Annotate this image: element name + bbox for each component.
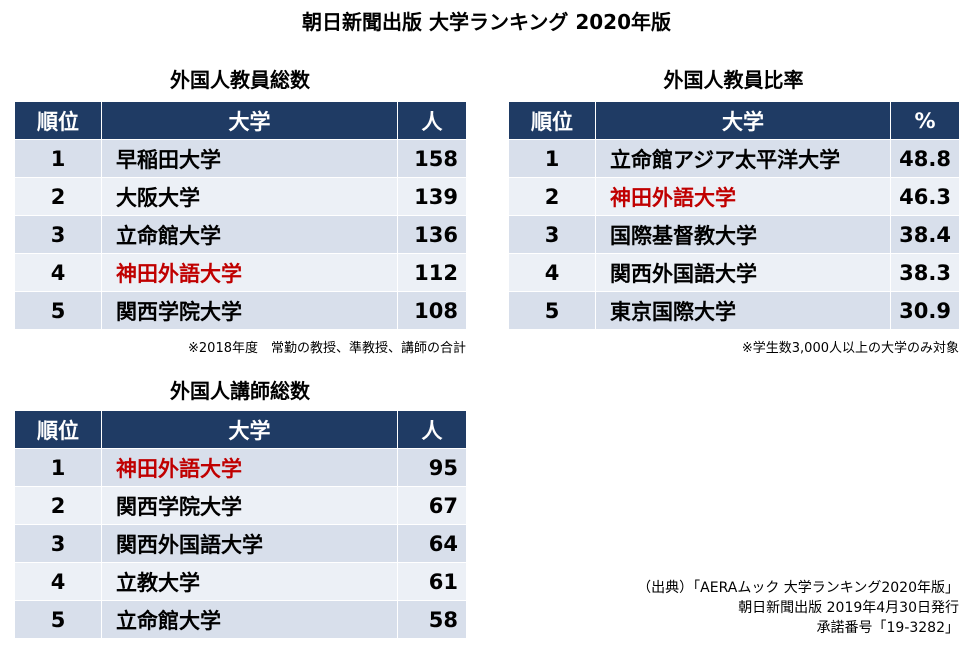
- rank-cell: 2: [14, 486, 102, 525]
- rank-cell: 5: [508, 291, 596, 330]
- rank-cell: 3: [508, 215, 596, 254]
- university-name-cell: 関西外国語大学: [101, 524, 398, 563]
- value-cell: 67: [397, 486, 467, 525]
- table-row: 5 立命館大学 58: [14, 600, 467, 639]
- university-name-cell: 大阪大学: [101, 177, 398, 216]
- rank-cell: 5: [14, 291, 102, 330]
- table-row: 3 立命館大学 136: [14, 215, 467, 254]
- value-cell: 158: [397, 139, 467, 178]
- table-row: 1 神田外語大学 95: [14, 448, 467, 487]
- rank-cell: 2: [508, 177, 596, 216]
- university-name-cell: 関西学院大学: [101, 486, 398, 525]
- university-name-cell: 神田外語大学: [101, 448, 398, 487]
- table-row: 4 関西外国語大学 38.3: [508, 253, 960, 292]
- header-rank: 順位: [14, 101, 102, 140]
- table-note-faculty-total: ※2018年度 常勤の教授、準教授、講師の合計: [188, 341, 466, 356]
- table-row: 2 関西学院大学 67: [14, 486, 467, 525]
- table-faculty-ratio: 順位 大学 % 1 立命館アジア太平洋大学 48.8 2 神田外語大学 46.3 3 国際基督…: [508, 101, 960, 330]
- table-row: 4 神田外語大学 112: [14, 253, 467, 292]
- value-cell: 58: [397, 600, 467, 639]
- university-name-cell: 国際基督教大学: [595, 215, 891, 254]
- source-line-2: 朝日新聞出版 2019年4月30日発行: [738, 600, 959, 616]
- value-cell: 38.3: [890, 253, 960, 292]
- university-name-cell: 立命館アジア太平洋大学: [595, 139, 891, 178]
- rank-cell: 2: [14, 177, 102, 216]
- value-cell: 136: [397, 215, 467, 254]
- table-header-row: 順位 大学 人: [14, 410, 467, 449]
- table-title-lecturer-total: 外国人講師総数: [170, 379, 310, 403]
- value-cell: 46.3: [890, 177, 960, 216]
- header-rank: 順位: [14, 410, 102, 449]
- table-row: 2 神田外語大学 46.3: [508, 177, 960, 216]
- table-header-row: 順位 大学 %: [508, 101, 960, 140]
- table-row: 5 東京国際大学 30.9: [508, 291, 960, 330]
- table-title-faculty-total: 外国人教員総数: [170, 68, 310, 92]
- rank-cell: 1: [14, 139, 102, 178]
- rank-cell: 1: [14, 448, 102, 487]
- rank-cell: 4: [508, 253, 596, 292]
- value-cell: 61: [397, 562, 467, 601]
- rank-cell: 4: [14, 253, 102, 292]
- value-cell: 139: [397, 177, 467, 216]
- table-header-row: 順位 大学 人: [14, 101, 467, 140]
- table-row: 3 国際基督教大学 38.4: [508, 215, 960, 254]
- header-university: 大学: [101, 410, 398, 449]
- page-title: 朝日新聞出版 大学ランキング 2020年版: [302, 10, 671, 34]
- header-value: 人: [397, 101, 467, 140]
- table-row: 2 大阪大学 139: [14, 177, 467, 216]
- rank-cell: 4: [14, 562, 102, 601]
- value-cell: 38.4: [890, 215, 960, 254]
- table-row: 1 立命館アジア太平洋大学 48.8: [508, 139, 960, 178]
- university-name-cell: 神田外語大学: [595, 177, 891, 216]
- rank-cell: 3: [14, 524, 102, 563]
- value-cell: 64: [397, 524, 467, 563]
- header-value: %: [890, 101, 960, 140]
- value-cell: 30.9: [890, 291, 960, 330]
- university-name-cell: 早稲田大学: [101, 139, 398, 178]
- table-note-faculty-ratio: ※学生数3,000人以上の大学のみ対象: [741, 341, 959, 356]
- header-value: 人: [397, 410, 467, 449]
- value-cell: 108: [397, 291, 467, 330]
- rank-cell: 1: [508, 139, 596, 178]
- university-name-cell: 関西学院大学: [101, 291, 398, 330]
- university-name-cell: 関西外国語大学: [595, 253, 891, 292]
- table-row: 3 関西外国語大学 64: [14, 524, 467, 563]
- university-name-cell: 神田外語大学: [101, 253, 398, 292]
- source-citation: （出典）「AERAムック 大学ランキング2020年版」 朝日新聞出版 2019年…: [637, 578, 959, 638]
- table-row: 5 関西学院大学 108: [14, 291, 467, 330]
- table-row: 4 立教大学 61: [14, 562, 467, 601]
- university-name-cell: 立教大学: [101, 562, 398, 601]
- university-name-cell: 立命館大学: [101, 600, 398, 639]
- table-faculty-total: 順位 大学 人 1 早稲田大学 158 2 大阪大学 139 3 立命館大学 136 4 神田外語大…: [14, 101, 467, 330]
- table-lecturer-total: 順位 大学 人 1 神田外語大学 95 2 関西学院大学 67 3 関西外国語大学 64 4 立教大…: [14, 410, 467, 639]
- source-line-1: （出典）「AERAムック 大学ランキング2020年版」: [637, 580, 959, 596]
- header-university: 大学: [101, 101, 398, 140]
- rank-cell: 3: [14, 215, 102, 254]
- value-cell: 48.8: [890, 139, 960, 178]
- table-title-faculty-ratio: 外国人教員比率: [663, 68, 804, 92]
- table-row: 1 早稲田大学 158: [14, 139, 467, 178]
- rank-cell: 5: [14, 600, 102, 639]
- header-rank: 順位: [508, 101, 596, 140]
- value-cell: 112: [397, 253, 467, 292]
- university-name-cell: 東京国際大学: [595, 291, 891, 330]
- value-cell: 95: [397, 448, 467, 487]
- header-university: 大学: [595, 101, 891, 140]
- source-line-3: 承諾番号「19-3282」: [816, 620, 960, 636]
- university-name-cell: 立命館大学: [101, 215, 398, 254]
